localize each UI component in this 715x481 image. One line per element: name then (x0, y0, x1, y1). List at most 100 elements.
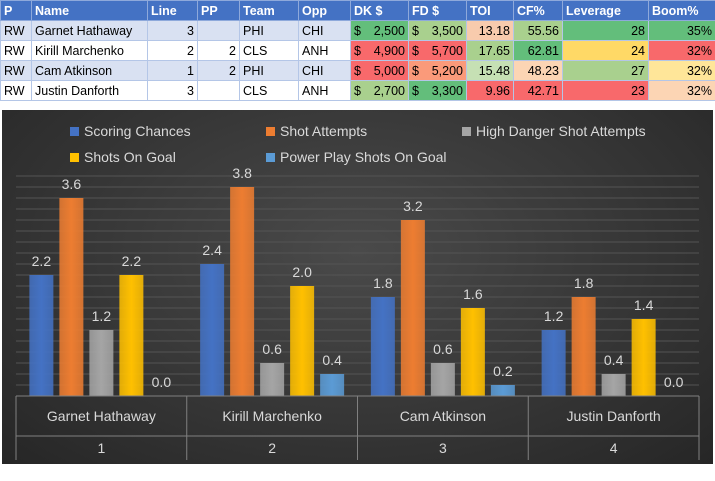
header-opp[interactable]: Opp (298, 0, 351, 21)
cell-boom-pct[interactable]: 35% (648, 20, 715, 41)
salary-amount: 5,000 (373, 63, 405, 78)
cell-cf-pct[interactable]: 42.71 (513, 80, 563, 101)
cell-cf-pct[interactable]: 48.23 (513, 60, 563, 81)
data-label: 0.6 (433, 341, 453, 357)
cell-fd-salary[interactable]: $3,300 (408, 80, 467, 101)
cell-opp[interactable]: ANH (298, 40, 351, 61)
cell-position[interactable]: RW (0, 40, 32, 61)
table-row: RW Justin Danforth 3 CLS ANH $2,700 $3,300 9.96… (0, 80, 715, 101)
cell-cf-pct[interactable]: 62.81 (513, 40, 563, 61)
cell-team[interactable]: CLS (239, 40, 299, 61)
cell-toi[interactable]: 9.96 (466, 80, 514, 101)
header-boom-pct[interactable]: Boom% (648, 0, 715, 21)
data-label: 2.0 (292, 264, 312, 280)
cell-leverage[interactable]: 28 (562, 20, 649, 41)
cell-position[interactable]: RW (0, 60, 32, 81)
cell-dk-salary[interactable]: $5,000 (350, 60, 409, 81)
cell-dk-salary[interactable]: $2,700 (350, 80, 409, 101)
header-leverage[interactable]: Leverage (562, 0, 649, 21)
header-position[interactable]: P (0, 0, 32, 21)
data-label: 0.4 (604, 352, 624, 368)
data-label: 1.6 (463, 286, 483, 302)
salary-amount: 2,500 (373, 23, 405, 38)
cell-name[interactable]: Justin Danforth (31, 80, 148, 101)
currency-symbol: $ (354, 23, 361, 38)
cell-team[interactable]: PHI (239, 60, 299, 81)
cell-pp[interactable] (197, 80, 240, 101)
cell-line[interactable]: 3 (147, 20, 198, 41)
data-label: 0.0 (664, 374, 684, 390)
legend-label: Scoring Chances (84, 123, 191, 139)
data-label: 3.6 (62, 176, 82, 192)
cell-position[interactable]: RW (0, 80, 32, 101)
chart-panel: Scoring Chances Shot Attempts High Danger … (2, 110, 713, 464)
cell-boom-pct[interactable]: 32% (648, 80, 715, 101)
legend-swatch (70, 127, 79, 136)
cell-leverage[interactable]: 23 (562, 80, 649, 101)
cell-name[interactable]: Garnet Hathaway (31, 20, 148, 41)
salary-amount: 5,200 (431, 63, 463, 78)
cell-fd-salary[interactable]: $5,700 (408, 40, 467, 61)
cell-cf-pct[interactable]: 55.56 (513, 20, 563, 41)
cell-fd-salary[interactable]: $3,500 (408, 20, 467, 41)
cell-pp[interactable]: 2 (197, 40, 240, 61)
header-team[interactable]: Team (239, 0, 299, 21)
currency-symbol: $ (412, 83, 419, 98)
cell-opp[interactable]: ANH (298, 80, 351, 101)
header-dk-salary[interactable]: DK $ (350, 0, 409, 21)
table-row: RW Kirill Marchenko 2 2 CLS ANH $4,900 $5,700 17… (0, 40, 715, 61)
table-row: RW Garnet Hathaway 3 PHI CHI $2,500 $3,500 13.1… (0, 20, 715, 41)
legend-swatch (266, 153, 275, 162)
cell-fd-salary[interactable]: $5,200 (408, 60, 467, 81)
bar-chart: Scoring Chances Shot Attempts High Danger … (15, 123, 700, 460)
header-toi[interactable]: TOI (466, 0, 514, 21)
header-cf-pct[interactable]: CF% (513, 0, 563, 21)
bar (370, 297, 395, 396)
cell-boom-pct[interactable]: 32% (648, 60, 715, 81)
cell-name[interactable]: Cam Atkinson (31, 60, 148, 81)
cell-leverage[interactable]: 24 (562, 40, 649, 61)
data-label: 0.2 (493, 363, 513, 379)
bar (400, 220, 425, 396)
cell-pp[interactable] (197, 20, 240, 41)
data-label: 1.4 (634, 297, 654, 313)
header-fd-salary[interactable]: FD $ (408, 0, 467, 21)
legend-label: Shot Attempts (280, 123, 367, 139)
bar (631, 319, 656, 396)
bar (460, 308, 485, 396)
cell-team[interactable]: CLS (239, 80, 299, 101)
category-group-label: 4 (610, 440, 618, 456)
salary-amount: 5,700 (431, 43, 463, 58)
legend-swatch (266, 127, 275, 136)
data-label: 2.2 (122, 253, 142, 269)
cell-opp[interactable]: CHI (298, 20, 351, 41)
cell-dk-salary[interactable]: $2,500 (350, 20, 409, 41)
cell-toi[interactable]: 17.65 (466, 40, 514, 61)
cell-toi[interactable]: 15.48 (466, 60, 514, 81)
header-name[interactable]: Name (31, 0, 148, 21)
data-label: 3.2 (403, 198, 423, 214)
bar (59, 198, 84, 396)
cell-opp[interactable]: CHI (298, 60, 351, 81)
cell-boom-pct[interactable]: 32% (648, 40, 715, 61)
bar (89, 330, 114, 396)
cell-line[interactable]: 3 (147, 80, 198, 101)
cell-toi[interactable]: 13.18 (466, 20, 514, 41)
bar (430, 363, 455, 396)
cell-pp[interactable]: 2 (197, 60, 240, 81)
data-label: 1.2 (544, 308, 564, 324)
legend-label: Shots On Goal (84, 149, 176, 165)
header-pp[interactable]: PP (197, 0, 240, 21)
cell-position[interactable]: RW (0, 20, 32, 41)
cell-line[interactable]: 1 (147, 60, 198, 81)
bar (290, 286, 315, 396)
category-label: Garnet Hathaway (47, 408, 156, 424)
cell-team[interactable]: PHI (239, 20, 299, 41)
cell-line[interactable]: 2 (147, 40, 198, 61)
header-line[interactable]: Line (147, 0, 198, 21)
cell-leverage[interactable]: 27 (562, 60, 649, 81)
cell-dk-salary[interactable]: $4,900 (350, 40, 409, 61)
cell-name[interactable]: Kirill Marchenko (31, 40, 148, 61)
currency-symbol: $ (354, 83, 361, 98)
category-label: Justin Danforth (567, 408, 661, 424)
